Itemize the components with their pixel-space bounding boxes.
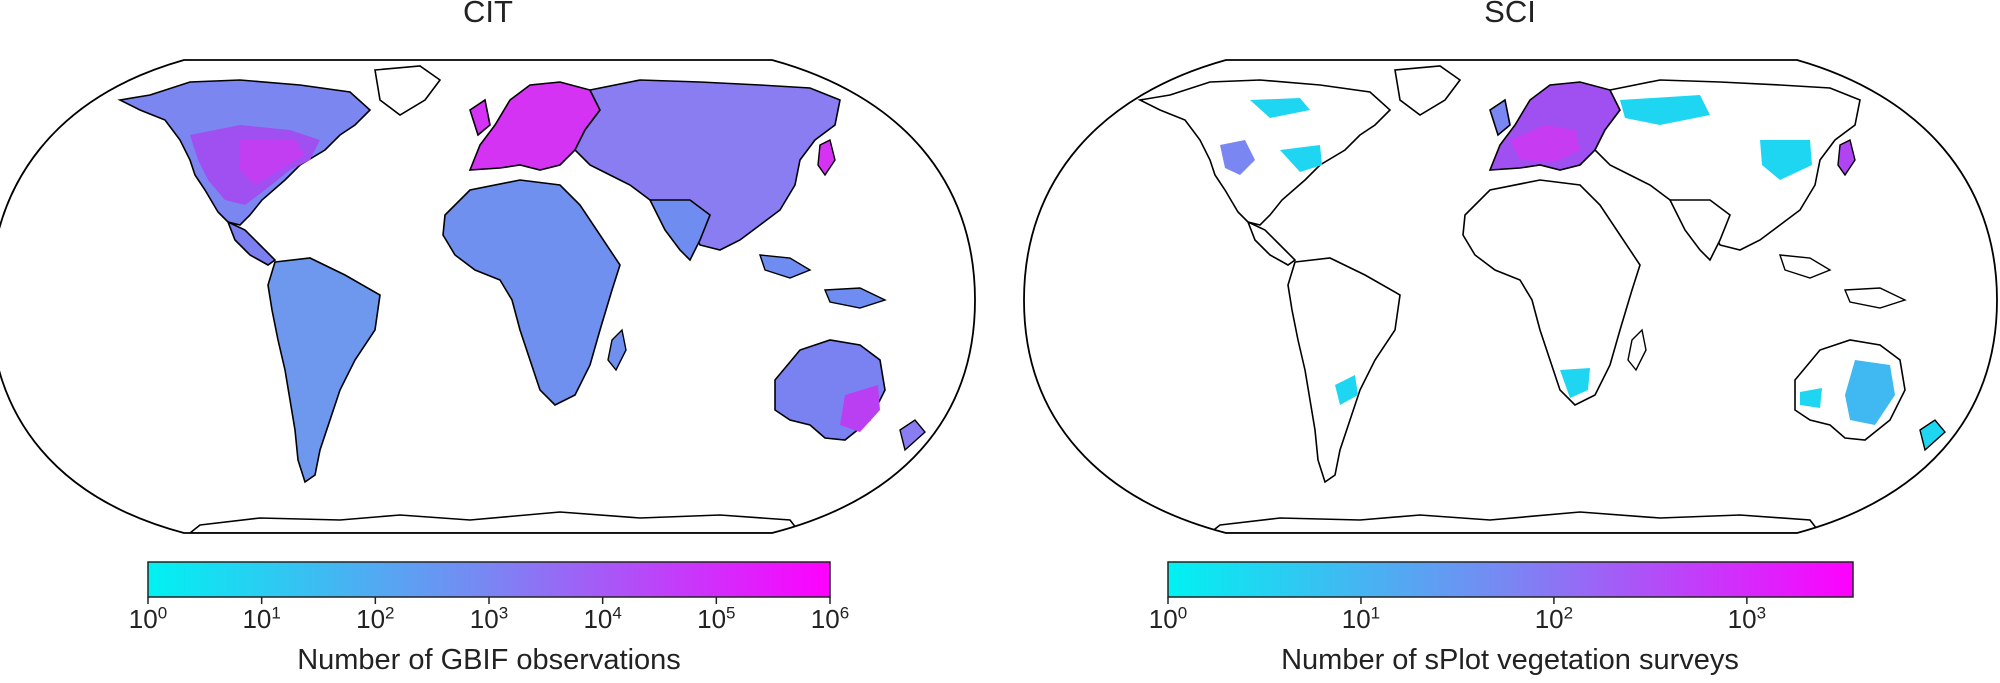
south-africa-sci (1560, 368, 1590, 398)
usa-west-sci (1220, 140, 1255, 175)
continent-asia-cit (574, 79, 841, 251)
colorbar-tick-label-cit: 102 (356, 603, 395, 634)
australia-sw-sci (1800, 388, 1822, 408)
usa-east-cit (240, 140, 305, 185)
colorbar-tick-label-cit: 101 (242, 603, 281, 634)
europe-core-sci (1510, 125, 1580, 162)
central-america-sci (1246, 220, 1297, 266)
map-outline-sci (1023, 59, 1998, 534)
panel-title-sci: SCI (1484, 0, 1536, 29)
madagascar-cit (607, 328, 627, 372)
continent-africa-cit (442, 179, 621, 406)
australia-se-cit (840, 385, 880, 432)
colorbar-tick-marks (147, 597, 1748, 604)
colorbar-sci (1167, 561, 1854, 598)
continent-africa-sci (1462, 179, 1641, 406)
asia-central-sci (1620, 95, 1710, 125)
se-asia-islands-sci (1778, 254, 1832, 279)
uk-cit (469, 98, 491, 137)
colorbar-tick-label-sci: 102 (1534, 603, 1574, 634)
colorbar-label-cit: Number of GBIF observations (297, 644, 681, 676)
colorbar-tick-label-cit: 106 (810, 603, 850, 634)
continent-south-america-cit (267, 257, 381, 484)
new-zealand-sci (1919, 419, 1946, 452)
map-cit (0, 59, 976, 534)
japan-cit (817, 138, 836, 177)
map-outline-cit (0, 59, 976, 534)
new-zealand-cit (899, 419, 926, 452)
canada-sci (1250, 98, 1310, 118)
central-america-cit (226, 220, 277, 266)
madagascar-sci (1627, 328, 1647, 372)
colorbar-tick-label-sci: 103 (1727, 603, 1767, 634)
continent-south-america-sci (1287, 257, 1401, 484)
australia-east-sci (1845, 360, 1895, 425)
new-guinea-cit (823, 287, 887, 309)
greenland-sci (1394, 65, 1462, 116)
india-sci (1668, 199, 1731, 262)
map-sci (1023, 59, 1998, 534)
continent-north-america-sci (1137, 79, 1392, 226)
antarctica-cit (187, 511, 802, 533)
colorbar-tick-label-cit: 104 (583, 603, 622, 634)
usa-east-sci (1280, 145, 1322, 172)
se-asia-islands-cit (758, 254, 812, 279)
new-guinea-sci (1843, 287, 1907, 309)
colorbar-cit (147, 561, 831, 598)
greenland-cit (374, 65, 442, 116)
japan-sci (1837, 138, 1856, 177)
panel-title-cit: CIT (463, 0, 513, 29)
south-america-se-sci (1335, 375, 1358, 405)
colorbar-tick-label-cit: 100 (128, 603, 168, 634)
colorbar-tick-label-sci: 101 (1341, 603, 1381, 634)
asia-east-sci (1760, 140, 1812, 180)
colorbar-tick-label-sci: 100 (1148, 603, 1188, 634)
colorbar-label-sci: Number of sPlot vegetation surveys (1281, 644, 1739, 676)
colorbar-tick-label-cit: 105 (697, 603, 736, 634)
colorbar-tick-label-cit: 103 (469, 603, 509, 634)
uk-sci (1489, 98, 1511, 137)
antarctica-sci (1207, 511, 1822, 533)
india-cit (648, 199, 711, 262)
